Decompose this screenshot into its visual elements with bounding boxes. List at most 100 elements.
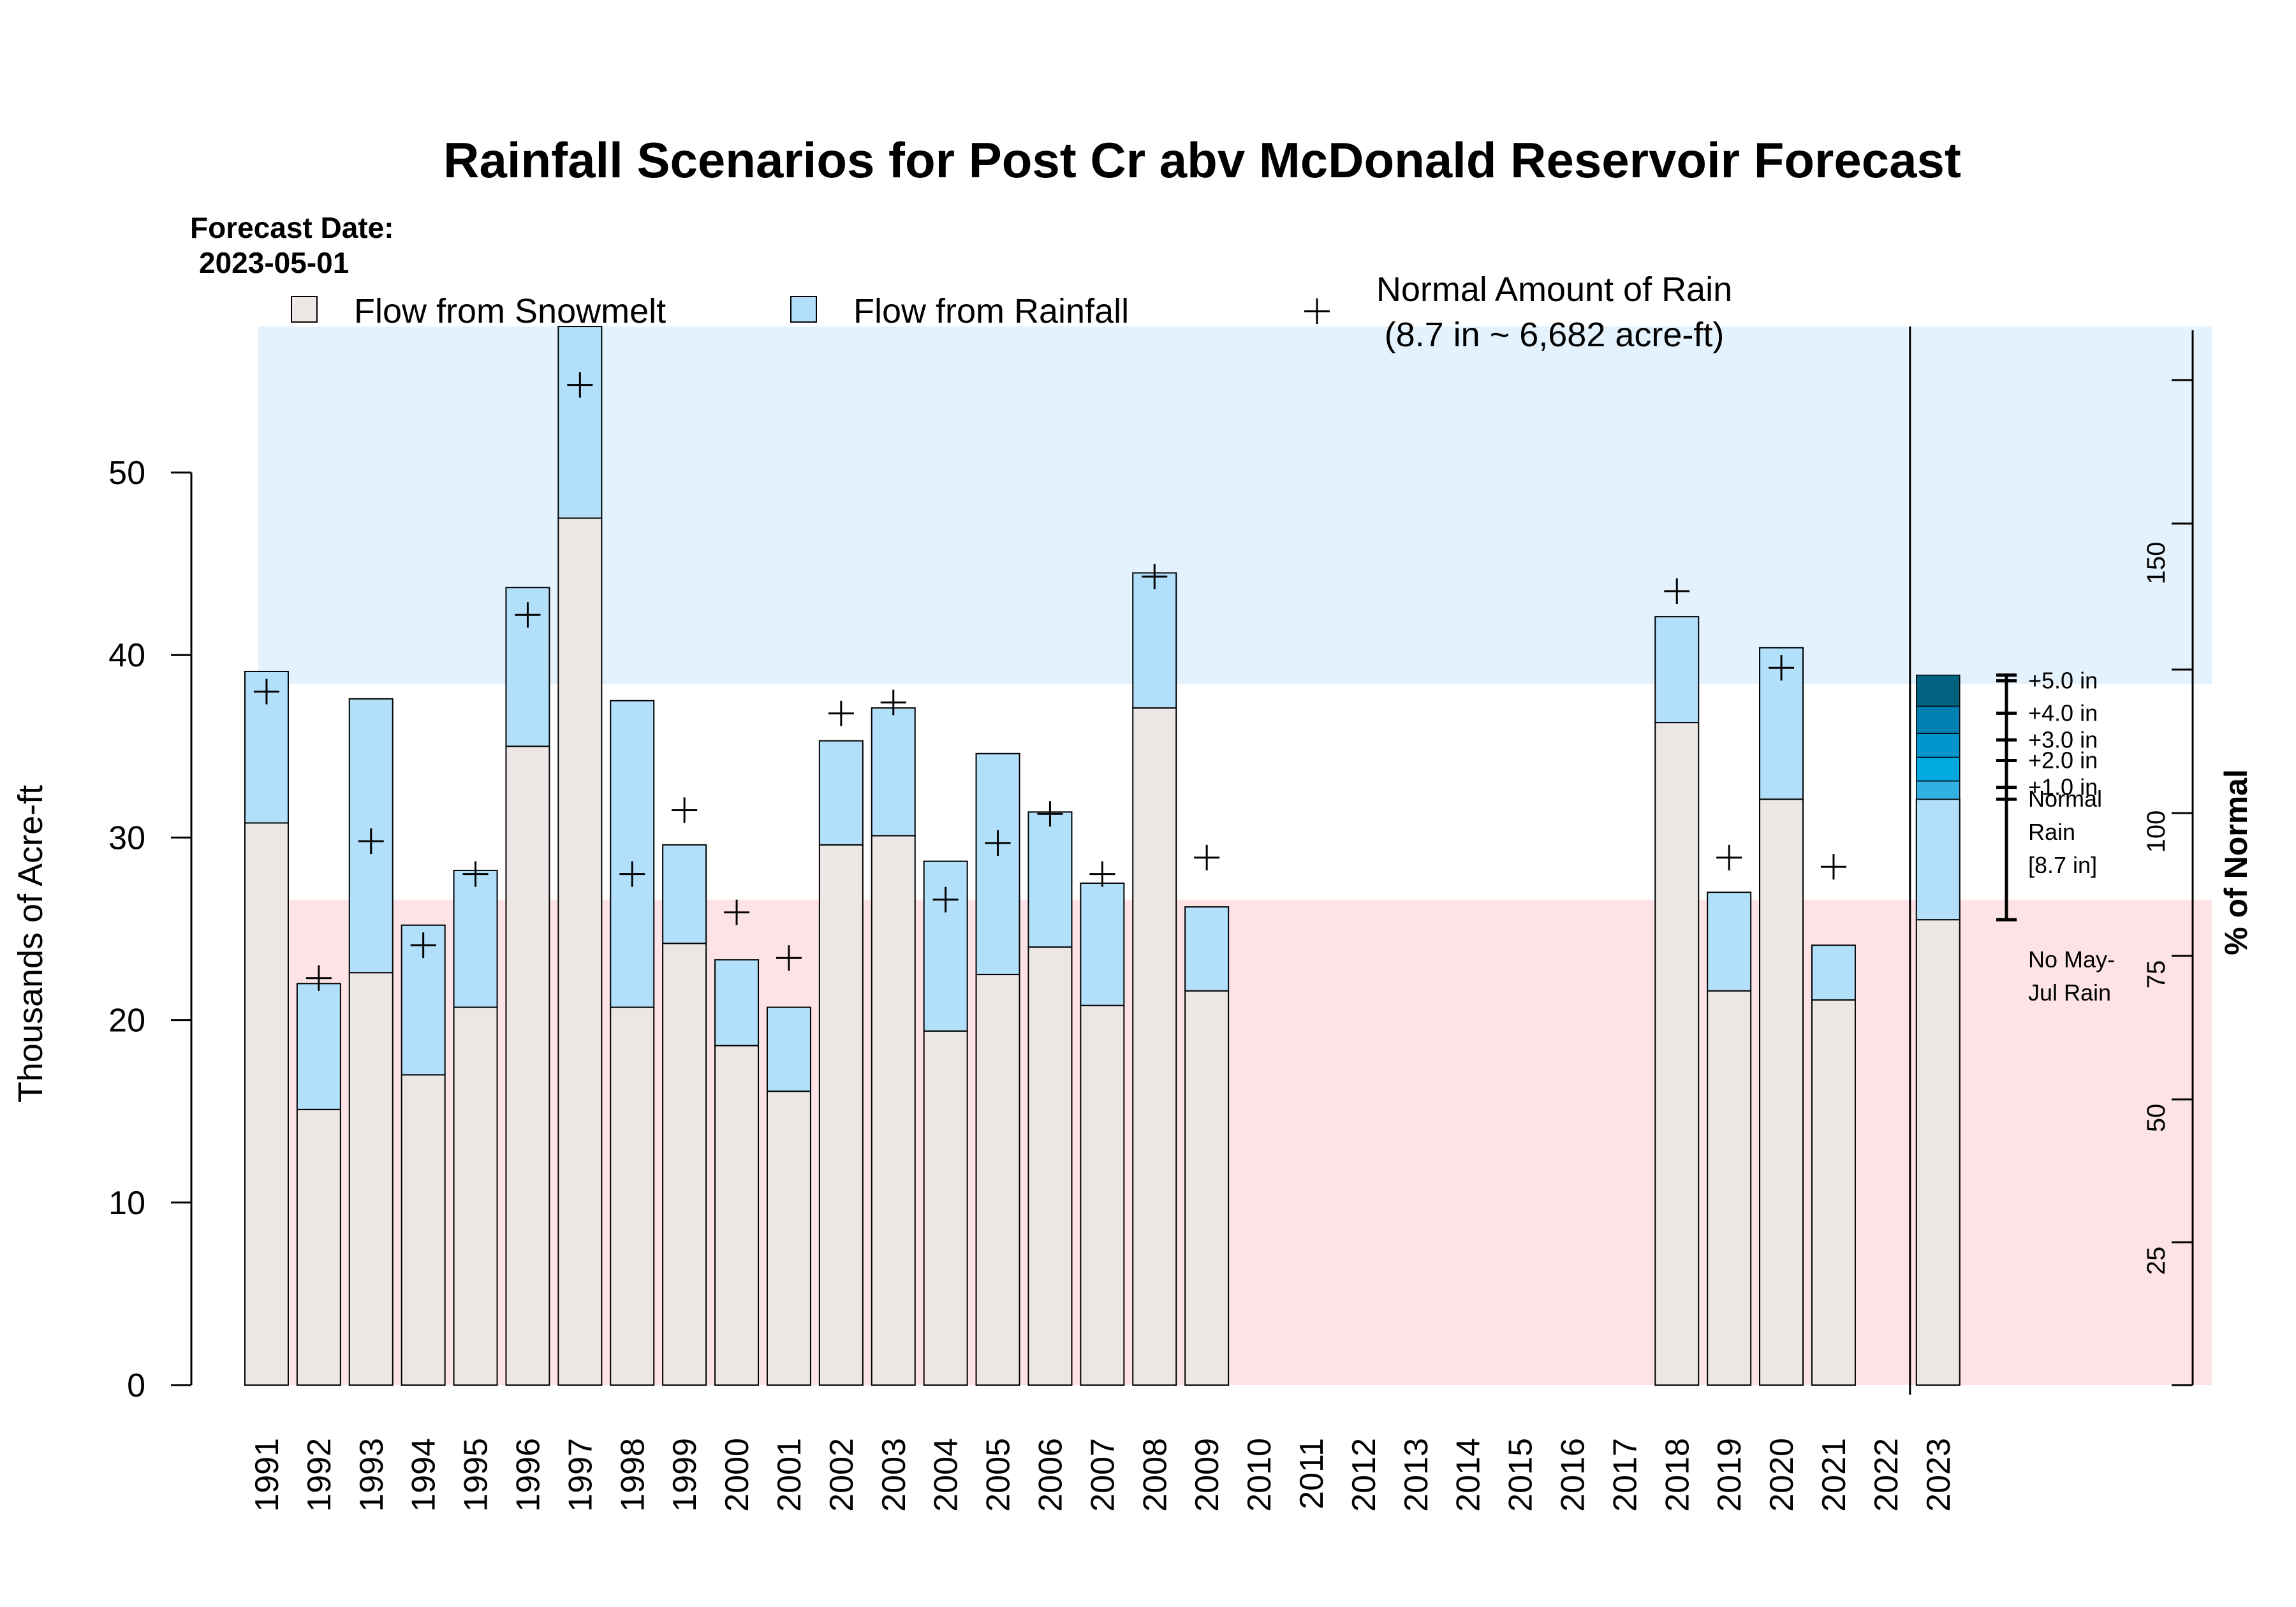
bar-snowmelt-2004 [923, 1030, 968, 1386]
normal-rain-marker-2009 [1194, 844, 1220, 870]
normal-rain-marker-2000 [724, 899, 750, 925]
y-tick-label-0: 0 [127, 1367, 145, 1404]
x-tick-label-2013: 2013 [1398, 1438, 1435, 1512]
axes: 0 10 20 30 40 50 25 50 75 100 150 1991 1992 1993 1994 1… [108, 327, 2194, 1512]
scenario-band-50 [1916, 674, 1961, 707]
normal-rain-markers [253, 372, 1846, 991]
bar-snowmelt-2020 [1759, 798, 1804, 1386]
x-tick-label-2003: 2003 [876, 1438, 913, 1512]
x-tick-label-2016: 2016 [1554, 1438, 1591, 1512]
bar-snowmelt-1997 [557, 517, 603, 1386]
x-tick-label-2007: 2007 [1084, 1438, 1121, 1512]
bar-rainfall-2000 [714, 959, 760, 1046]
normal-rain-marker-1991 [253, 679, 279, 705]
x-tick-label-2001: 2001 [771, 1438, 808, 1512]
x-tick-label-2014: 2014 [1450, 1438, 1487, 1512]
bar-rainfall-1992 [296, 983, 341, 1110]
bar-rainfall-2005 [975, 752, 1020, 976]
normal-rain-marker-2002 [828, 700, 854, 726]
normal-rain-marker-2020 [1769, 655, 1795, 681]
x-tick-label-1992: 1992 [301, 1438, 338, 1512]
normal-rain-marker-2008 [1142, 564, 1168, 590]
x-tick-label-2002: 2002 [823, 1438, 860, 1512]
bar-snowmelt-2009 [1184, 990, 1230, 1386]
bar-snowmelt-2023 [1915, 919, 1961, 1386]
bar-snowmelt-2006 [1027, 946, 1073, 1386]
y-tick-label-50: 50 [108, 455, 145, 492]
chart-title: Rainfall Scenarios for Post Cr abv McDon… [443, 132, 1961, 188]
bar-snowmelt-2005 [975, 974, 1020, 1386]
bar-snowmelt-2001 [766, 1090, 811, 1386]
normal-rain-marker-2004 [932, 886, 959, 913]
normal-rain-marker-2018 [1664, 578, 1690, 605]
bar-snowmelt-2002 [818, 844, 864, 1386]
x-tick-label-2011: 2011 [1293, 1438, 1330, 1509]
bar-rainfall-2023 [1915, 798, 1961, 921]
normal-rain-marker-1994 [410, 932, 436, 958]
bar-snowmelt-2019 [1707, 990, 1752, 1386]
y-tick-label-20: 20 [108, 1002, 145, 1039]
bar-snowmelt-1994 [401, 1074, 446, 1386]
x-tick-label-2018: 2018 [1659, 1438, 1696, 1512]
bar-snowmelt-2007 [1080, 1004, 1125, 1386]
y2-tick-label-50: 50 [2142, 1104, 2170, 1133]
bar-snowmelt-2018 [1654, 722, 1700, 1386]
normal-rain-marker-2007 [1089, 861, 1115, 887]
x-tick-label-2022: 2022 [1868, 1438, 1905, 1512]
scenario-normal-label-line1: Normal [2028, 786, 2102, 812]
x-tick-label-2006: 2006 [1032, 1438, 1069, 1512]
bar-rainfall-2006 [1027, 811, 1073, 948]
scenario-label-20: +2.0 in [2028, 747, 2098, 773]
bar-snowmelt-2003 [871, 835, 916, 1386]
x-tick-label-2008: 2008 [1137, 1438, 1174, 1512]
scenario-label-40: +4.0 in [2028, 700, 2098, 726]
normal-rain-marker-2001 [776, 945, 802, 971]
bar-rainfall-2004 [923, 860, 968, 1032]
normal-rain-marker-2019 [1716, 844, 1742, 870]
bar-snowmelt-1993 [348, 972, 394, 1386]
normal-rain-marker-1995 [462, 861, 489, 887]
bar-rainfall-2008 [1132, 572, 1177, 709]
bar-rainfall-2001 [766, 1006, 811, 1092]
normal-rain-marker-2021 [1820, 854, 1846, 880]
x-tick-label-2005: 2005 [980, 1438, 1017, 1512]
legend-normal-line1: Normal Amount of Rain [1376, 270, 1732, 309]
bar-snowmelt-2000 [714, 1045, 760, 1386]
x-tick-label-1993: 1993 [353, 1438, 390, 1512]
bar-snowmelt-1992 [296, 1108, 341, 1386]
scenario-normal-label-line2: Rain [2028, 819, 2075, 845]
scenario-label-50: +5.0 in [2028, 668, 2098, 694]
bar-rainfall-2009 [1184, 906, 1230, 992]
scenario-band-40 [1916, 705, 1961, 735]
bar-snowmelt-2021 [1811, 999, 1856, 1386]
x-tick-label-1996: 1996 [510, 1438, 547, 1512]
bar-rainfall-2007 [1080, 882, 1125, 1006]
x-tick-label-2020: 2020 [1763, 1438, 1800, 1512]
bar-rainfall-2002 [818, 740, 864, 846]
normal-rain-marker-1998 [619, 861, 645, 887]
x-tick-label-2023: 2023 [1920, 1438, 1957, 1512]
normal-rain-marker-1993 [358, 828, 384, 855]
legend-normal-marker [1304, 298, 1330, 324]
normal-rain-marker-2006 [1037, 801, 1063, 827]
bar-rainfall-2019 [1707, 892, 1752, 992]
bars [244, 326, 1961, 1386]
normal-rain-marker-1992 [305, 965, 332, 991]
x-tick-label-2015: 2015 [1503, 1438, 1540, 1512]
y2-tick-label-150: 150 [2142, 542, 2170, 585]
bar-snowmelt-1991 [244, 822, 289, 1386]
y2-axis-label: % of Normal [2218, 769, 2254, 955]
x-tick-label-1994: 1994 [406, 1438, 443, 1512]
bar-rainfall-1999 [662, 844, 707, 944]
y2-tick-label-25: 25 [2142, 1247, 2170, 1275]
scenario-band-20 [1916, 756, 1961, 782]
x-tick-label-2019: 2019 [1711, 1438, 1748, 1512]
bar-rainfall-2021 [1811, 944, 1856, 1001]
bar-rainfall-2003 [871, 707, 916, 837]
y2-tick-label-75: 75 [2142, 960, 2170, 989]
bar-rainfall-1995 [453, 869, 498, 1008]
normal-rain-marker-1996 [515, 602, 541, 628]
x-tick-label-1991: 1991 [249, 1438, 286, 1512]
y2-tick-label-100: 100 [2142, 811, 2170, 853]
